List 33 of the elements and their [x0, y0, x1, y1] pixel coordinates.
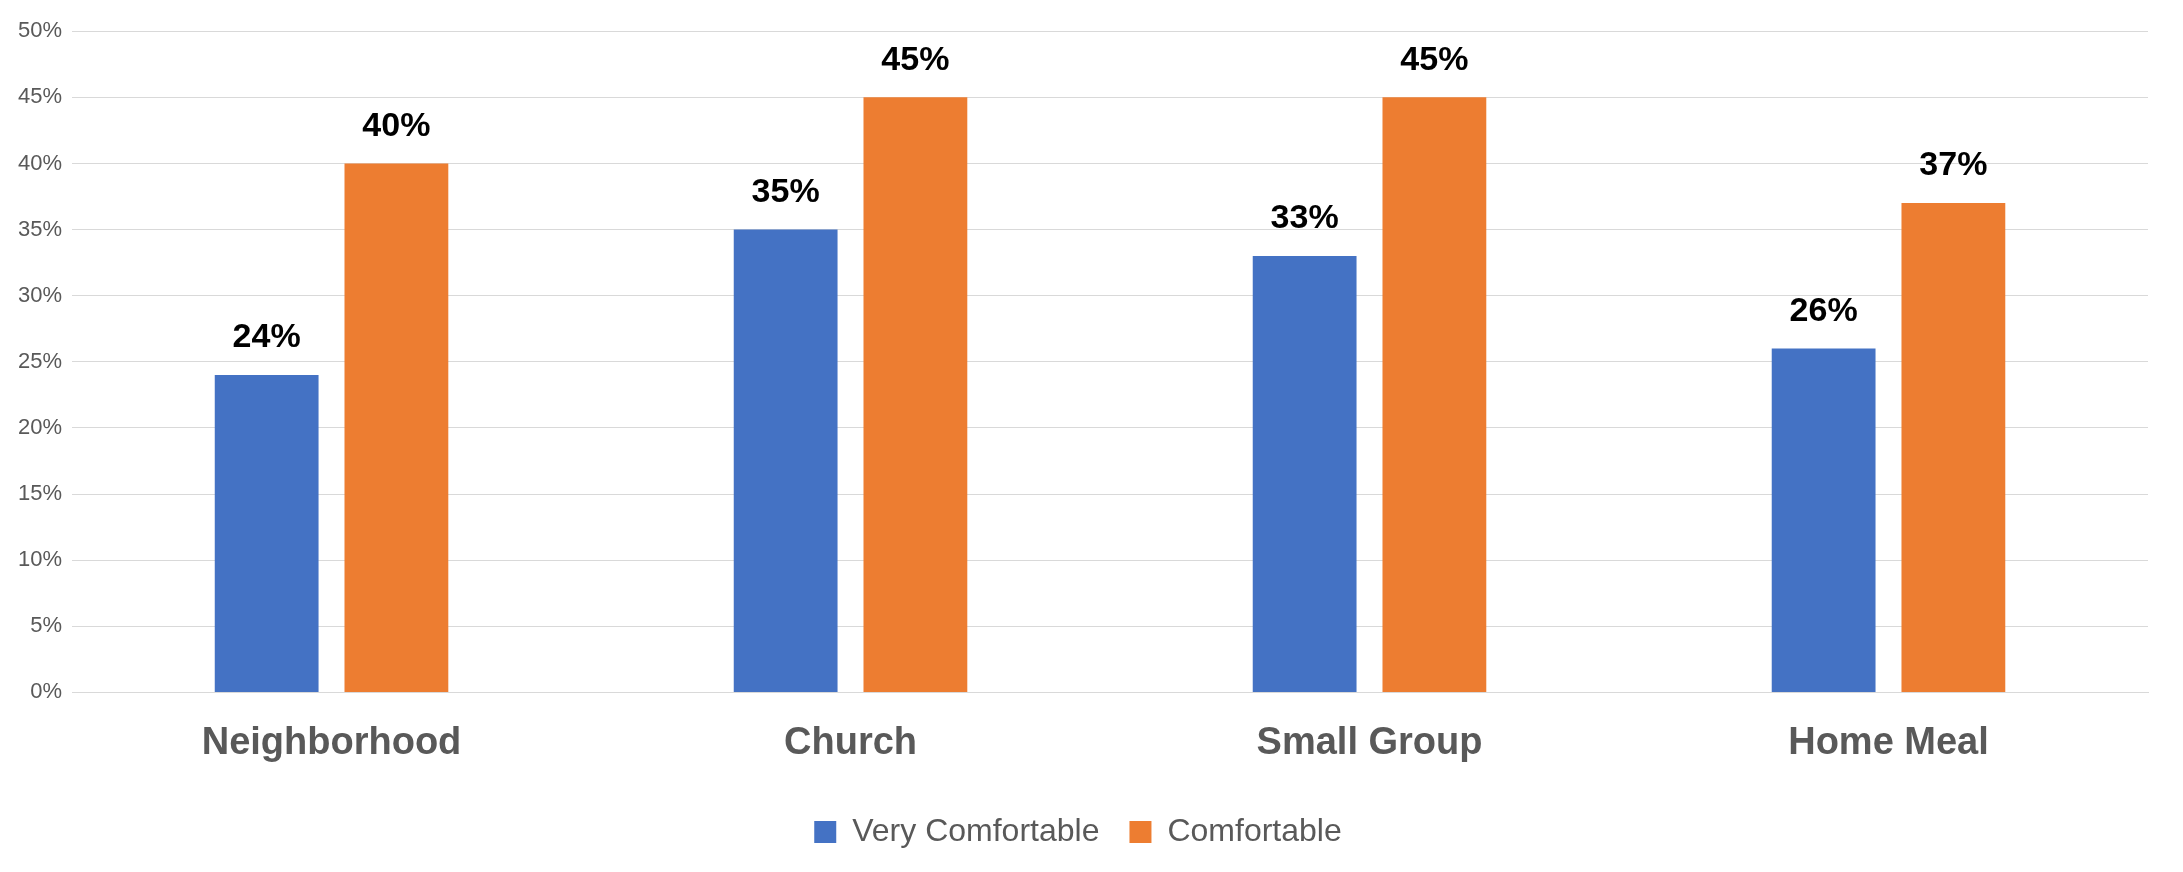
bar	[214, 375, 319, 692]
data-label: 24%	[232, 316, 301, 355]
bar	[344, 163, 449, 692]
data-label: 33%	[1270, 197, 1339, 236]
y-tick-label: 0%	[30, 678, 63, 704]
x-tick-label: Neighborhood	[201, 719, 462, 762]
bar	[1901, 203, 2006, 692]
x-tick-label: Church	[784, 719, 918, 762]
data-label: 37%	[1919, 144, 1988, 183]
y-tick-label: 20%	[17, 413, 63, 439]
data-label: 40%	[362, 104, 431, 143]
y-tick-label: 35%	[17, 215, 63, 241]
bar	[733, 229, 838, 692]
x-tick-label: Small Group	[1256, 719, 1483, 762]
bar	[863, 97, 968, 692]
y-tick-label: 10%	[17, 546, 63, 572]
legend-label: Comfortable	[1167, 811, 1342, 848]
y-tick-label: 40%	[17, 149, 63, 175]
data-label: 26%	[1789, 289, 1858, 328]
y-tick-label: 15%	[17, 480, 63, 506]
data-label: 45%	[881, 38, 950, 77]
data-label: 45%	[1400, 38, 1469, 77]
y-tick-label: 25%	[17, 347, 63, 373]
y-tick-label: 5%	[30, 612, 63, 638]
y-tick-label: 30%	[17, 281, 63, 307]
y-tick-label: 50%	[17, 17, 63, 43]
bar	[1252, 256, 1357, 692]
bar	[1382, 97, 1487, 692]
legend-label: Very Comfortable	[852, 811, 1100, 848]
x-tick-label: Home Meal	[1788, 719, 1989, 762]
data-label: 35%	[751, 170, 820, 209]
y-tick-label: 45%	[17, 83, 63, 109]
bar	[1771, 348, 1876, 692]
